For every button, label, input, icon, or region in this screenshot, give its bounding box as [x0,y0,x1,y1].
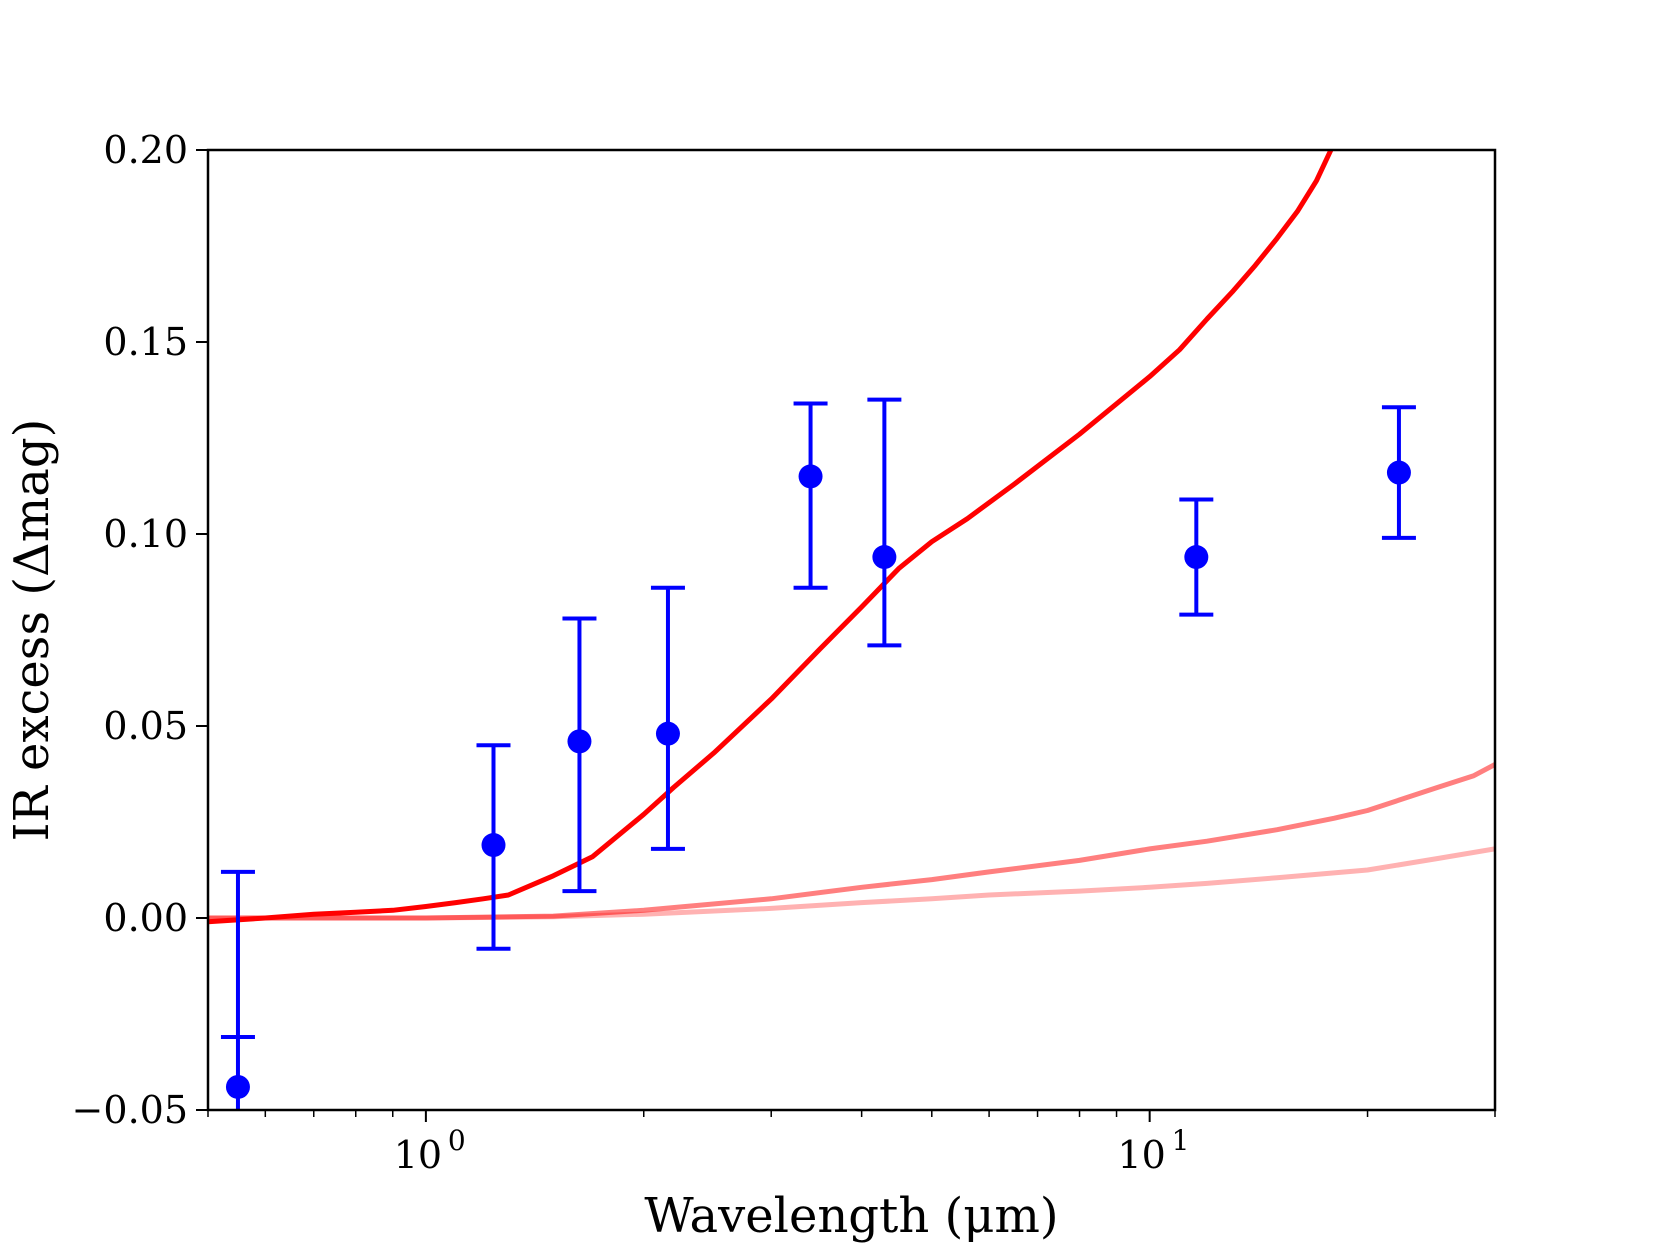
y-tick-label-4: 0.15 [103,320,188,364]
line-model-2 [208,762,1495,921]
line-model-1 [208,150,1334,925]
y-axis-label: IR excess (Δmag) [4,419,60,842]
data-point-1 [481,833,506,858]
data-point-3 [655,721,680,746]
x-tick-exp-0: 0 [448,1124,466,1157]
x-tick-exp-1: 1 [1172,1124,1190,1157]
y-tick-label-0: −0.05 [72,1088,188,1132]
x-tick-label-1: 10 [1117,1133,1165,1177]
series-layer [208,150,1495,1110]
plot-frame [206,148,1497,1112]
data-point-5 [872,545,897,570]
axes-layer [206,148,1497,1112]
y-tick-label-2: 0.05 [103,704,188,748]
y-tick-label-1: 0.00 [103,896,188,940]
x-tick-label-0: 10 [394,1133,442,1177]
errorbar-series [220,397,1416,1110]
y-tick-label-5: 0.20 [103,128,188,172]
data-point-0 [225,1074,250,1099]
y-tick-label-3: 0.10 [103,512,188,556]
data-point-4 [798,464,823,489]
data-point-7 [1386,460,1411,485]
data-point-2 [567,729,592,754]
data-point-6 [1184,545,1209,570]
x-axis-label: Wavelength (μm) [644,1188,1058,1244]
